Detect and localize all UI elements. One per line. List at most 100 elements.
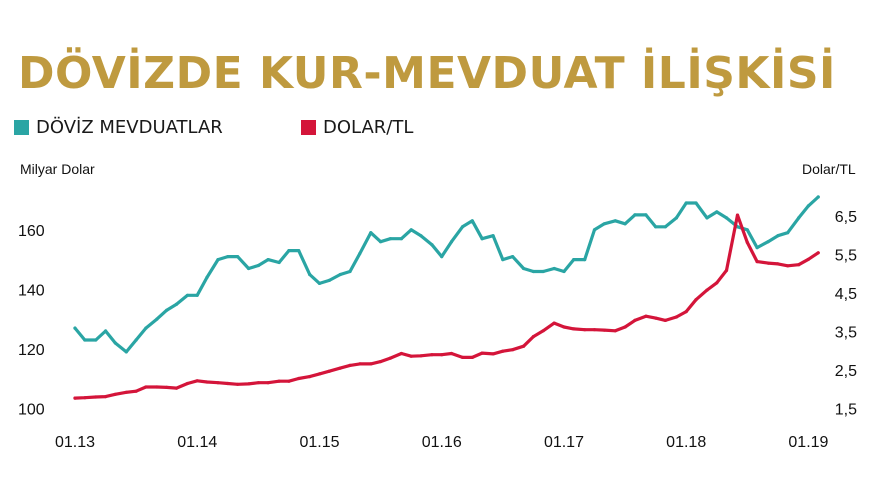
data-point-usdtry: [602, 328, 606, 332]
data-point-deposits: [348, 269, 352, 274]
data-point-usdtry: [633, 318, 637, 322]
data-point-deposits: [522, 266, 526, 271]
data-point-usdtry: [317, 372, 322, 376]
data-point-usdtry: [644, 314, 648, 318]
data-point-deposits: [317, 281, 322, 285]
data-point-usdtry: [735, 213, 740, 217]
data-point-usdtry: [226, 381, 230, 386]
series-line-usdtry: [73, 213, 820, 400]
data-point-deposits: [684, 201, 688, 205]
data-point-usdtry: [144, 385, 148, 389]
legend-item-usdtry: DOLAR/TL: [301, 117, 413, 138]
data-point-deposits: [460, 225, 465, 229]
data-point-deposits: [73, 326, 77, 330]
data-point-usdtry: [430, 353, 434, 357]
data-point-deposits: [531, 269, 536, 274]
data-point-deposits: [134, 338, 138, 342]
x-tick-label: 01.19: [788, 434, 828, 451]
left-axis-title: Milyar Dolar: [20, 161, 95, 177]
data-point-usdtry: [308, 375, 312, 379]
y-right-tick-label: 2,5: [835, 363, 857, 380]
data-point-usdtry: [663, 318, 668, 322]
data-point-usdtry: [440, 353, 444, 357]
data-point-deposits: [694, 201, 698, 205]
data-point-deposits: [705, 216, 709, 220]
data-point-usdtry: [816, 251, 820, 255]
data-point-deposits: [449, 240, 454, 244]
data-point-deposits: [379, 240, 383, 244]
data-point-usdtry: [491, 352, 495, 356]
data-point-usdtry: [776, 262, 780, 266]
data-point-usdtry: [583, 328, 587, 332]
data-point-usdtry: [185, 381, 190, 386]
data-point-usdtry: [419, 354, 423, 358]
data-point-usdtry: [297, 376, 301, 381]
data-point-usdtry: [83, 396, 87, 400]
data-point-deposits: [562, 269, 566, 274]
data-point-deposits: [654, 225, 658, 229]
data-point-deposits: [266, 258, 270, 262]
data-point-usdtry: [327, 369, 331, 373]
data-point-usdtry: [277, 379, 281, 383]
data-point-usdtry: [623, 325, 627, 329]
data-point-usdtry: [592, 328, 597, 332]
data-point-usdtry: [165, 385, 169, 389]
data-point-usdtry: [94, 395, 98, 399]
legend-label-deposits: DÖVİZ MEVDUATLAR: [36, 117, 223, 138]
x-tick-label: 01.18: [666, 434, 706, 451]
data-point-deposits: [399, 237, 403, 241]
data-point-usdtry: [470, 355, 474, 359]
y-right-tick-label: 3,5: [835, 325, 857, 342]
data-point-deposits: [440, 255, 444, 259]
data-point-usdtry: [501, 349, 505, 353]
y-left-tick-label: 100: [18, 402, 45, 419]
data-point-usdtry: [134, 389, 138, 393]
data-point-usdtry: [205, 380, 209, 384]
data-point-usdtry: [358, 362, 362, 366]
data-point-usdtry: [480, 351, 484, 355]
data-point-deposits: [430, 243, 434, 247]
data-point-usdtry: [266, 381, 270, 385]
data-point-usdtry: [786, 264, 790, 268]
data-point-deposits: [644, 213, 648, 217]
data-point-usdtry: [449, 351, 454, 356]
data-point-usdtry: [654, 316, 658, 320]
data-point-deposits: [83, 338, 87, 342]
x-tick-label: 01.16: [422, 434, 462, 451]
data-point-deposits: [113, 341, 117, 345]
data-point-deposits: [552, 266, 556, 271]
y-left-tick-label: 120: [18, 342, 45, 359]
y-right-tick-label: 1,5: [835, 402, 857, 419]
data-point-deposits: [663, 225, 668, 229]
data-point-usdtry: [409, 354, 413, 358]
data-point-deposits: [124, 350, 128, 354]
data-point-usdtry: [236, 382, 240, 386]
data-point-usdtry: [806, 257, 811, 261]
legend-swatch-deposits: [14, 120, 29, 135]
y-left-tick-label: 160: [18, 223, 45, 240]
data-point-usdtry: [715, 281, 719, 285]
x-tick-label: 01.14: [177, 434, 217, 451]
data-point-usdtry: [379, 360, 383, 364]
data-point-deposits: [510, 255, 515, 259]
data-point-usdtry: [216, 381, 220, 385]
data-point-usdtry: [755, 260, 759, 264]
x-tick-label: 01.13: [55, 434, 95, 451]
data-point-usdtry: [399, 351, 403, 356]
data-point-deposits: [674, 216, 679, 220]
data-point-usdtry: [572, 327, 576, 331]
data-point-deposits: [308, 272, 312, 277]
data-point-deposits: [572, 258, 576, 262]
data-point-usdtry: [73, 396, 77, 400]
data-point-deposits: [602, 222, 606, 226]
data-point-usdtry: [104, 395, 108, 399]
data-point-deposits: [226, 255, 230, 259]
data-point-deposits: [287, 249, 291, 253]
data-point-usdtry: [460, 355, 465, 359]
data-point-deposits: [583, 258, 587, 262]
data-point-deposits: [501, 258, 505, 262]
data-point-deposits: [144, 326, 148, 330]
data-point-usdtry: [531, 335, 536, 339]
data-point-usdtry: [552, 321, 556, 325]
